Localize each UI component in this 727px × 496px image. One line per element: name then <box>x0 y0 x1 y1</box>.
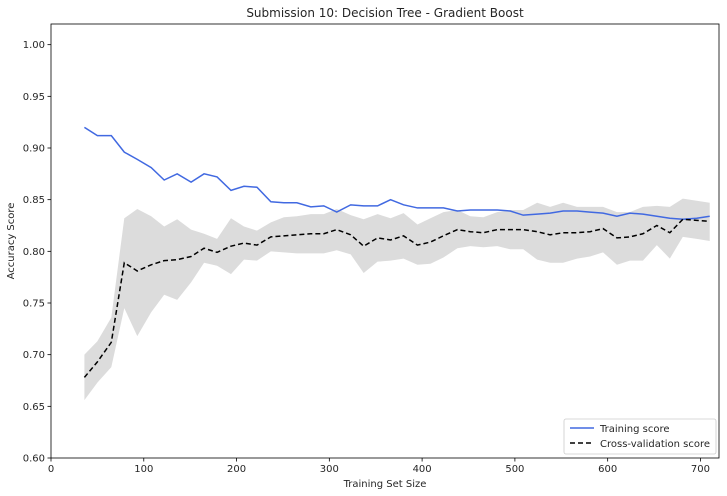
plot-frame <box>50 23 720 459</box>
x-axis-label: Training Set Size <box>343 479 427 490</box>
y-tick-label: 0.75 <box>23 299 45 310</box>
x-tick-label: 100 <box>134 464 153 475</box>
cv-band-layer <box>84 198 710 401</box>
y-tick-label: 0.65 <box>23 402 45 413</box>
cv-std-band <box>84 198 710 401</box>
x-axis-ticks: 0 100 200 300 400 500 600 700 <box>48 458 710 475</box>
series-line-layer <box>83 126 710 378</box>
y-tick-label: 0.95 <box>23 92 45 103</box>
y-tick-label: 0.90 <box>23 144 45 155</box>
y-tick-label: 0.80 <box>23 247 45 258</box>
y-axis-ticks: 0.60 0.65 0.70 0.75 0.80 0.85 0.90 0.95 1.00 <box>23 40 51 465</box>
y-axis-label: Accuracy Score <box>6 203 17 280</box>
x-tick-label: 200 <box>227 464 246 475</box>
x-tick-label: 300 <box>320 464 339 475</box>
legend: Training score Cross-validation score <box>563 418 717 455</box>
plot-area-border <box>50 23 720 459</box>
x-tick-label: 500 <box>505 464 524 475</box>
training-score-line <box>83 126 710 221</box>
x-tick-label: 400 <box>413 464 432 475</box>
x-tick-label: 700 <box>691 464 710 475</box>
x-tick-label: 600 <box>598 464 617 475</box>
chart-title: Submission 10: Decision Tree - Gradient … <box>246 6 524 20</box>
y-tick-label: 0.70 <box>23 350 45 361</box>
cv-score-line <box>83 218 710 378</box>
y-tick-label: 0.60 <box>23 454 45 465</box>
legend-box <box>563 418 717 455</box>
y-tick-label: 1.00 <box>23 40 45 51</box>
legend-training-label: Training score <box>599 424 670 435</box>
x-tick-label: 0 <box>48 464 54 475</box>
y-tick-label: 0.85 <box>23 195 45 206</box>
legend-cv-label: Cross-validation score <box>600 439 710 450</box>
